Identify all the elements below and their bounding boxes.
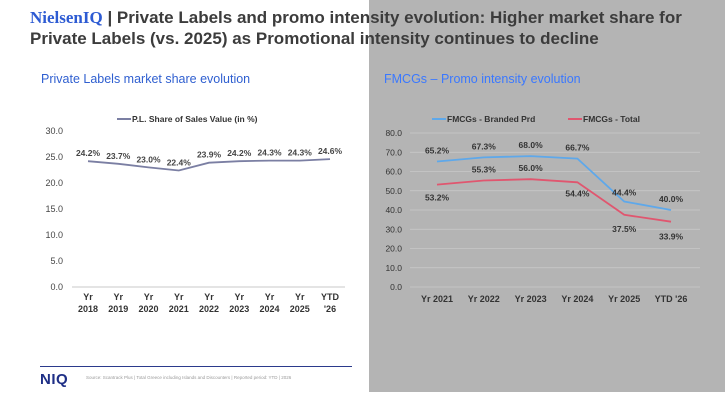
x-tick-label: Yr 2024: [561, 294, 593, 304]
data-label: 66.7%: [565, 143, 590, 153]
y-tick-label: 10.0: [385, 263, 402, 273]
data-label: 54.4%: [565, 188, 590, 198]
data-label: 24.2%: [76, 148, 101, 158]
data-label: 22.4%: [167, 158, 192, 168]
x-tick-label: Yr: [295, 292, 305, 302]
page-title: NielsenIQ | Private Labels and promo int…: [30, 7, 720, 49]
y-tick-label: 40.0: [385, 205, 402, 215]
y-tick-label: 60.0: [385, 167, 402, 177]
niq-logo: NIQ: [40, 371, 69, 388]
x-tick-label: 2024: [259, 304, 279, 314]
data-label: 53.2%: [425, 193, 450, 203]
title-text: | Private Labels and promo intensity evo…: [30, 8, 682, 48]
data-label: 23.7%: [106, 151, 131, 161]
x-tick-label: Yr 2022: [468, 294, 500, 304]
series-line: [436, 155, 672, 211]
data-label: 33.9%: [659, 232, 684, 242]
x-tick-label: 2020: [138, 304, 158, 314]
y-tick-label: 20.0: [385, 244, 402, 254]
legend-label: FMCGs - Total: [583, 114, 640, 124]
y-tick-label: 0.0: [50, 282, 63, 292]
data-label: 24.3%: [288, 148, 313, 158]
x-tick-label: YTD: [321, 292, 340, 302]
brand-name: NielsenIQ: [30, 8, 103, 27]
data-label: 56.0%: [519, 163, 544, 173]
x-tick-label: Yr 2021: [421, 294, 453, 304]
y-tick-label: 25.0: [45, 152, 63, 162]
x-tick-label: 2025: [290, 304, 310, 314]
x-tick-label: 2018: [78, 304, 98, 314]
left-chart: 0.0 5.0 10.0 15.0 20.0 25.0 30.0 P.L. Share of …: [45, 114, 345, 314]
footer-divider: [40, 366, 352, 367]
data-label: 44.4%: [612, 188, 637, 198]
data-label: 24.6%: [318, 146, 343, 156]
series-line: [436, 178, 672, 223]
data-label: 55.3%: [472, 165, 497, 175]
y-tick-label: 30.0: [385, 224, 402, 234]
y-tick-label: 50.0: [385, 186, 402, 196]
x-tick-label: Yr: [83, 292, 93, 302]
data-label: 24.3%: [257, 148, 282, 158]
right-chart: 0.0 10.0 20.0 30.0 40.0 50.0 60.0 70.0 80.0 FMCGs…: [385, 114, 700, 304]
x-tick-label: Yr: [204, 292, 214, 302]
right-chart-title: FMCGs – Promo intensity evolution: [384, 72, 581, 86]
x-tick-label: Yr 2023: [515, 294, 547, 304]
legend-label: P.L. Share of Sales Value (in %): [132, 114, 258, 124]
y-tick-label: 80.0: [385, 128, 402, 138]
data-label: 65.2%: [425, 145, 450, 155]
x-tick-label: 2019: [108, 304, 128, 314]
x-tick-label: Yr 2025: [608, 294, 640, 304]
y-tick-label: 15.0: [45, 204, 63, 214]
x-tick-label: Yr: [265, 292, 275, 302]
data-label: 24.2%: [227, 148, 252, 158]
data-label: 23.0%: [136, 154, 161, 164]
x-tick-label: 2023: [229, 304, 249, 314]
data-label: 40.0%: [659, 194, 684, 204]
x-tick-label: Yr: [144, 292, 154, 302]
x-tick-label: Yr: [113, 292, 123, 302]
y-tick-label: 0.0: [390, 282, 402, 292]
x-tick-label: Yr: [234, 292, 244, 302]
x-tick-label: '26: [324, 304, 336, 314]
source-note: Source: Scantrack Plus | Total Greece in…: [86, 375, 292, 380]
x-tick-label: Yr: [174, 292, 184, 302]
left-chart-title: Private Labels market share evolution: [41, 72, 251, 86]
y-tick-label: 10.0: [45, 230, 63, 240]
series-line: [87, 158, 331, 172]
y-tick-label: 5.0: [50, 256, 63, 266]
data-label: 37.5%: [612, 224, 637, 234]
data-label: 23.9%: [197, 150, 222, 160]
data-label: 67.3%: [472, 141, 497, 151]
data-label: 68.0%: [519, 140, 544, 150]
y-tick-label: 70.0: [385, 147, 402, 157]
x-tick-label: YTD '26: [655, 294, 688, 304]
y-tick-label: 30.0: [45, 126, 63, 136]
legend-label: FMCGs - Branded Prd: [447, 114, 535, 124]
x-tick-label: 2021: [169, 304, 189, 314]
y-tick-label: 20.0: [45, 178, 63, 188]
right-panel-background: [369, 0, 725, 392]
x-tick-label: 2022: [199, 304, 219, 314]
